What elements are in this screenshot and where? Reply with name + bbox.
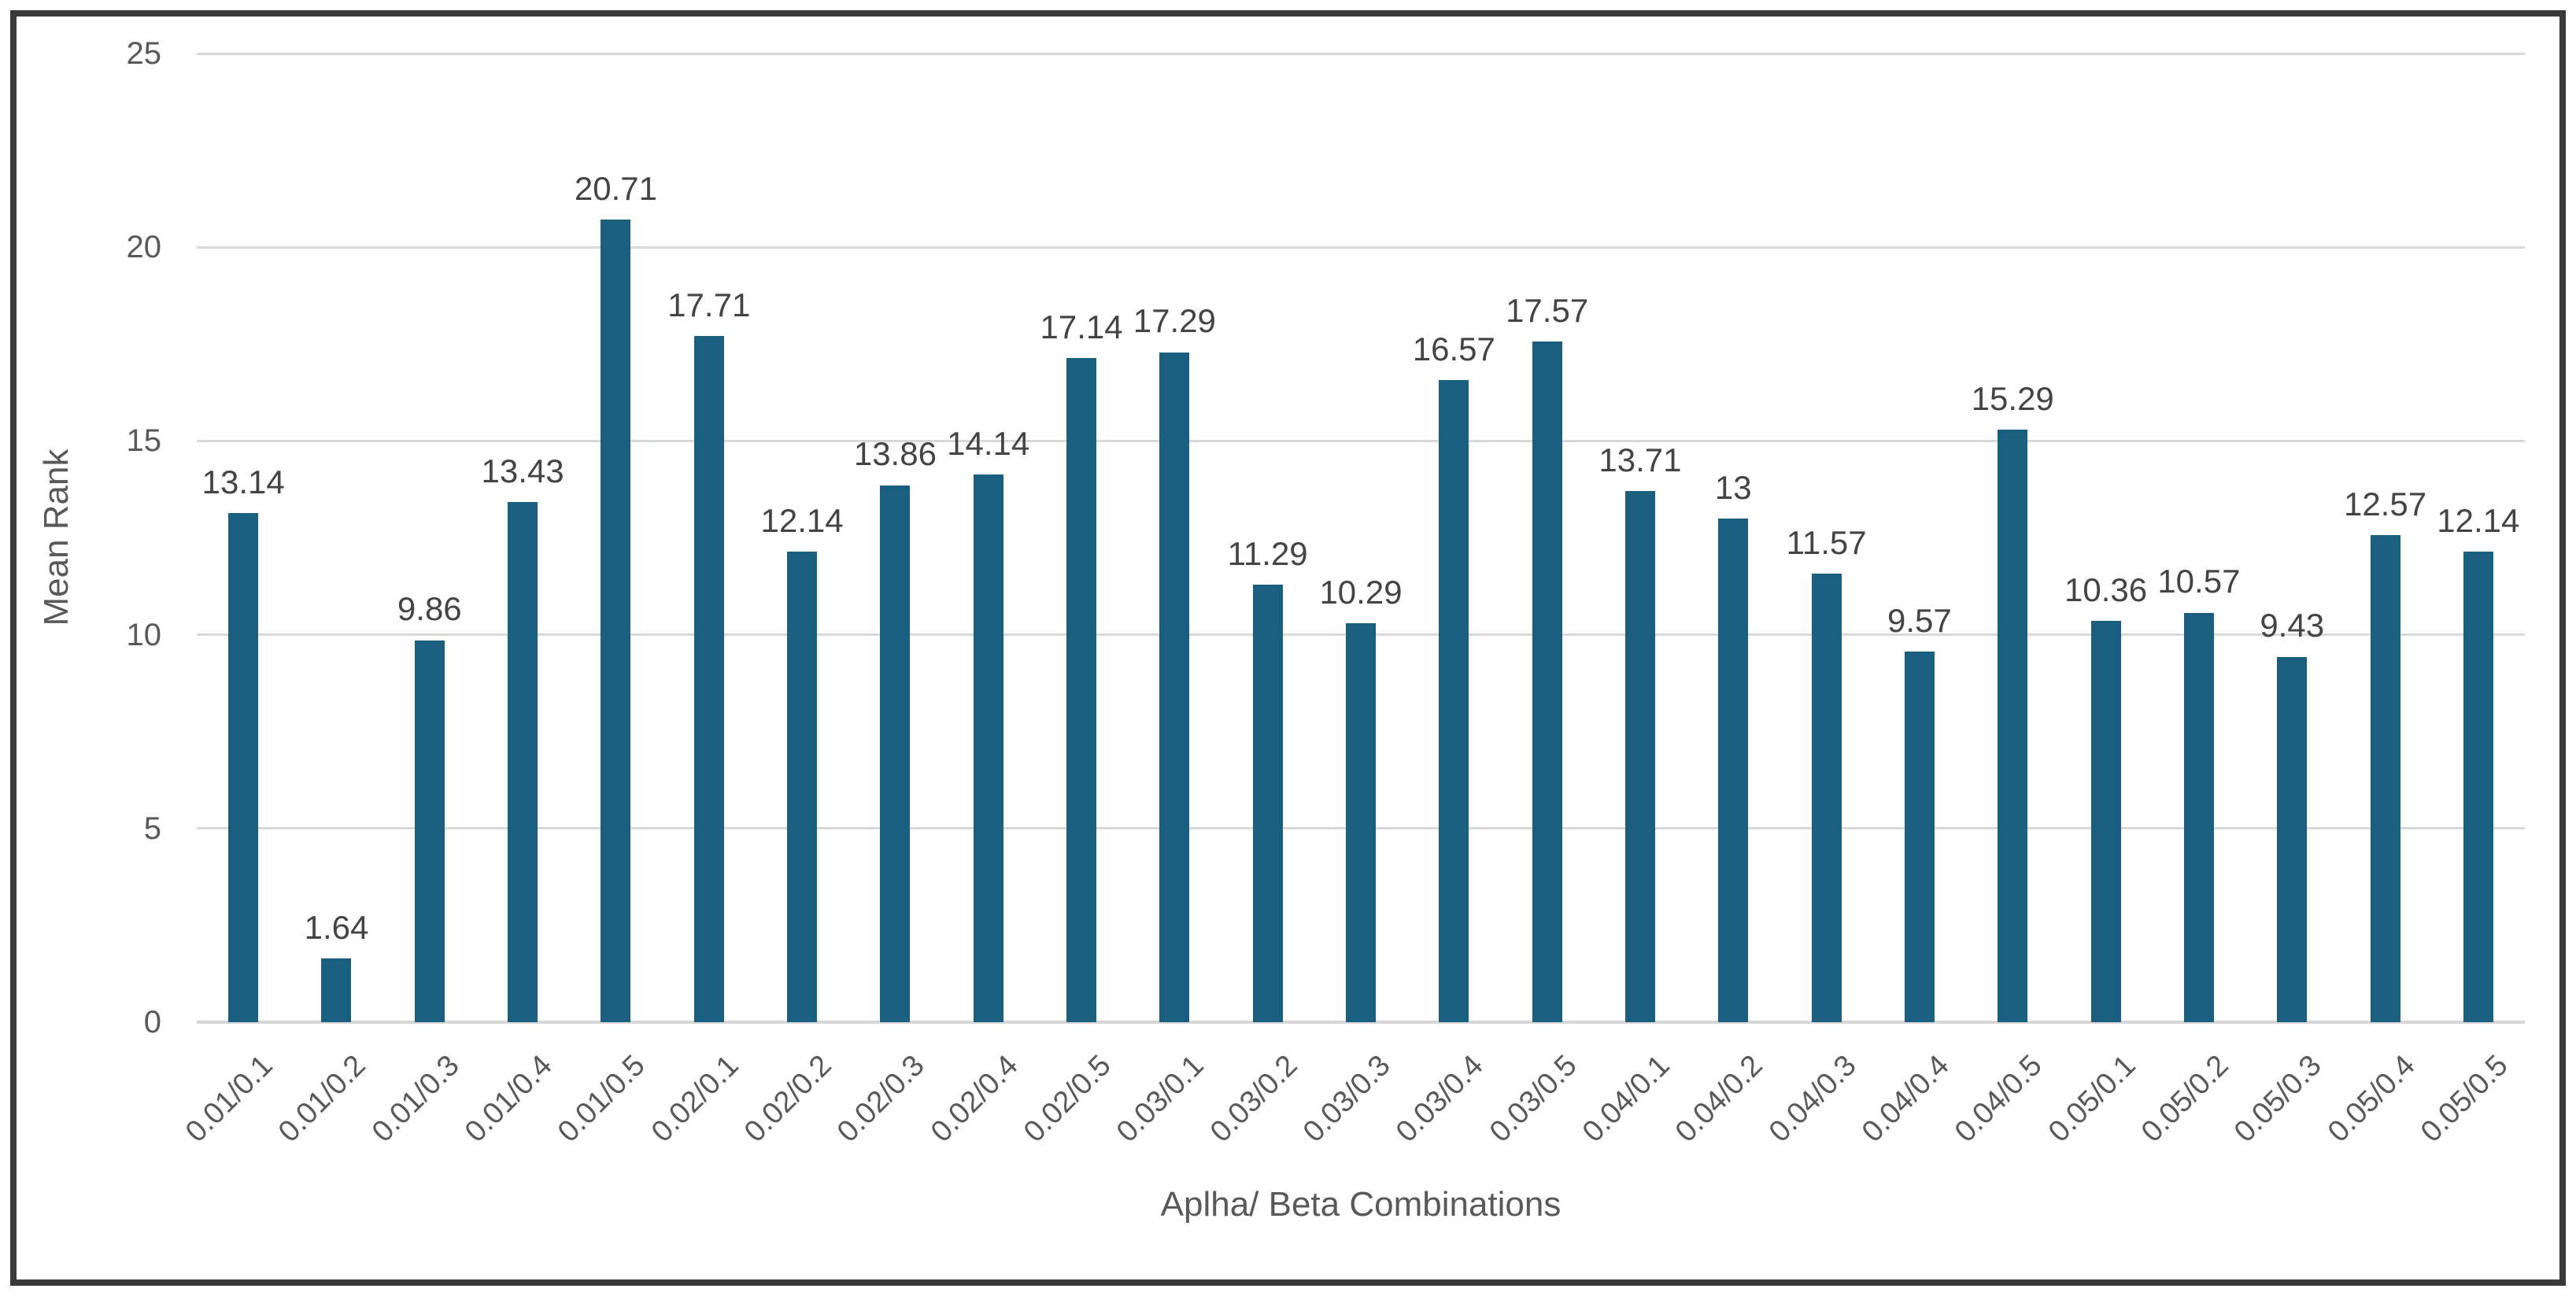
x-tick-label: 0.03/0.1: [1111, 1049, 1211, 1149]
bar-value-label: 10.57: [2157, 563, 2241, 600]
bar: [508, 501, 538, 1022]
bar-value-label: 13.86: [853, 435, 937, 473]
x-tick-label: 0.03/0.2: [1203, 1049, 1304, 1149]
bar-value-label: 13.43: [481, 452, 564, 489]
gridline: [197, 439, 2525, 442]
bar: [321, 958, 352, 1022]
gridline: [197, 246, 2525, 249]
x-tick-label: 0.05/0.3: [2228, 1049, 2328, 1149]
x-tick-label: 0.02/0.4: [924, 1049, 1025, 1149]
x-tick-label: 0.01/0.4: [458, 1049, 559, 1149]
bar: [2277, 656, 2308, 1022]
x-axis-line: [197, 1021, 2525, 1024]
bar-value-label: 9.43: [2260, 607, 2325, 644]
bar: [880, 485, 911, 1022]
bar: [1439, 380, 1469, 1022]
bar-value-label: 1.64: [304, 909, 369, 947]
bar: [1718, 518, 1749, 1022]
bar: [1159, 352, 1190, 1022]
bar: [1066, 358, 1097, 1022]
bar-value-label: 17.71: [667, 286, 751, 323]
bar-value-label: 13.71: [1598, 441, 1682, 478]
bar-value-label: 15.29: [1971, 379, 2054, 417]
x-tick-label: 0.03/0.4: [1390, 1049, 1491, 1149]
x-tick-label: 0.01/0.2: [272, 1049, 373, 1149]
gridline: [197, 52, 2525, 55]
x-tick-label: 0.02/0.2: [737, 1049, 838, 1149]
bar-value-label: 17.29: [1133, 302, 1216, 340]
bar-value-label: 13.14: [201, 463, 285, 500]
x-tick-label: 0.05/0.4: [2321, 1049, 2422, 1149]
bar-value-label: 10.29: [1319, 574, 1403, 611]
bar: [1998, 430, 2028, 1022]
bar-value-label: 9.86: [397, 590, 462, 628]
bar-value-label: 16.57: [1412, 330, 1495, 367]
y-tick-label: 5: [143, 810, 161, 846]
bar: [973, 474, 1003, 1022]
bar: [1624, 490, 1655, 1022]
x-tick-label: 0.02/0.3: [831, 1049, 932, 1149]
y-axis-tick-labels: 0 5 10 15 20 25: [0, 36, 162, 1039]
bar: [1532, 341, 1562, 1022]
bar: [2370, 535, 2400, 1022]
x-tick-label: 0.04/0.4: [1855, 1049, 1956, 1149]
y-tick-label: 15: [126, 423, 162, 459]
bar: [228, 513, 259, 1022]
x-tick-label: 0.03/0.3: [1296, 1049, 1397, 1149]
bar: [1346, 623, 1376, 1022]
y-tick-label: 25: [126, 36, 162, 71]
y-tick-label: 10: [126, 617, 162, 652]
bar: [693, 335, 724, 1022]
x-tick-label: 0.03/0.5: [1483, 1049, 1584, 1149]
bar-value-label: 9.57: [1887, 601, 1952, 639]
bar-value-label: 12.14: [2437, 502, 2520, 540]
bar: [2183, 612, 2214, 1022]
bar-value-label: 20.71: [574, 170, 657, 208]
bar-value-label: 10.36: [2064, 570, 2148, 608]
bar-value-label: 12.57: [2343, 485, 2427, 522]
bar-value-label: 17.57: [1506, 291, 1589, 329]
bar-value-label: 11.29: [1227, 534, 1308, 572]
x-tick-label: 0.02/0.5: [1017, 1049, 1118, 1149]
x-tick-label: 0.05/0.1: [2042, 1049, 2142, 1149]
x-tick-label: 0.01/0.1: [179, 1049, 279, 1149]
bar-value-label: 17.14: [1040, 308, 1123, 345]
bar: [2463, 552, 2493, 1022]
x-tick-label: 0.01/0.5: [552, 1049, 652, 1149]
y-tick-label: 20: [126, 230, 162, 265]
x-axis-title: Aplha/ Beta Combinations: [1160, 1185, 1561, 1224]
x-tick-label: 0.04/0.2: [1669, 1049, 1769, 1149]
x-tick-label: 0.04/0.1: [1576, 1049, 1676, 1149]
bar-value-label: 14.14: [947, 424, 1030, 462]
bar: [1811, 574, 1842, 1022]
x-tick-label: 0.02/0.1: [645, 1049, 745, 1149]
x-tick-label: 0.04/0.5: [1949, 1049, 2049, 1149]
bar: [2090, 620, 2121, 1022]
x-tick-label: 0.05/0.2: [2134, 1049, 2235, 1149]
bar: [787, 552, 818, 1022]
bar: [414, 640, 445, 1022]
y-tick-label: 0: [143, 1005, 161, 1039]
bar: [601, 220, 631, 1022]
x-tick-label: 0.04/0.3: [1762, 1049, 1863, 1149]
bar: [1252, 585, 1283, 1022]
bar-value-label: 11.57: [1786, 524, 1867, 562]
bar: [1904, 651, 1935, 1022]
plot-area: 13.14 1.64 9.86 13.43 20.71 17.71 12.14 13.86 14…: [197, 52, 2525, 1024]
x-tick-label: 0.05/0.5: [2414, 1049, 2515, 1149]
bar-value-label: 12.14: [760, 502, 844, 540]
x-tick-label: 0.01/0.3: [365, 1049, 466, 1149]
bar-value-label: 13: [1714, 468, 1752, 506]
